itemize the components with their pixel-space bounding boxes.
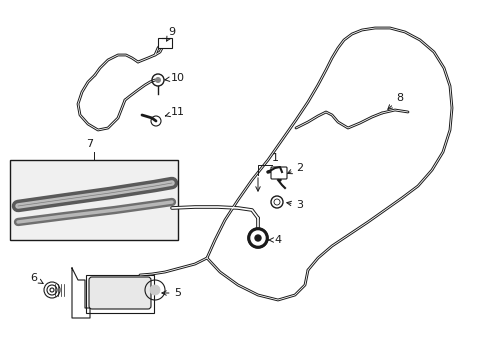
Text: 4: 4 xyxy=(268,235,281,245)
Text: 2: 2 xyxy=(287,163,303,174)
Text: 3: 3 xyxy=(286,200,303,210)
Circle shape xyxy=(247,228,267,248)
Bar xyxy=(158,38,172,48)
FancyBboxPatch shape xyxy=(89,277,151,309)
Text: 7: 7 xyxy=(86,139,93,149)
FancyBboxPatch shape xyxy=(270,167,286,179)
Circle shape xyxy=(254,235,261,241)
Text: 11: 11 xyxy=(165,107,184,117)
Text: 10: 10 xyxy=(164,73,184,83)
Text: 1: 1 xyxy=(271,153,279,163)
Bar xyxy=(86,275,154,313)
Text: 5: 5 xyxy=(162,288,181,298)
Circle shape xyxy=(250,231,264,245)
Circle shape xyxy=(150,285,160,295)
Text: 6: 6 xyxy=(30,273,43,283)
Bar xyxy=(10,160,178,240)
Text: 9: 9 xyxy=(166,27,175,41)
Text: 8: 8 xyxy=(387,93,403,109)
Circle shape xyxy=(155,77,161,83)
